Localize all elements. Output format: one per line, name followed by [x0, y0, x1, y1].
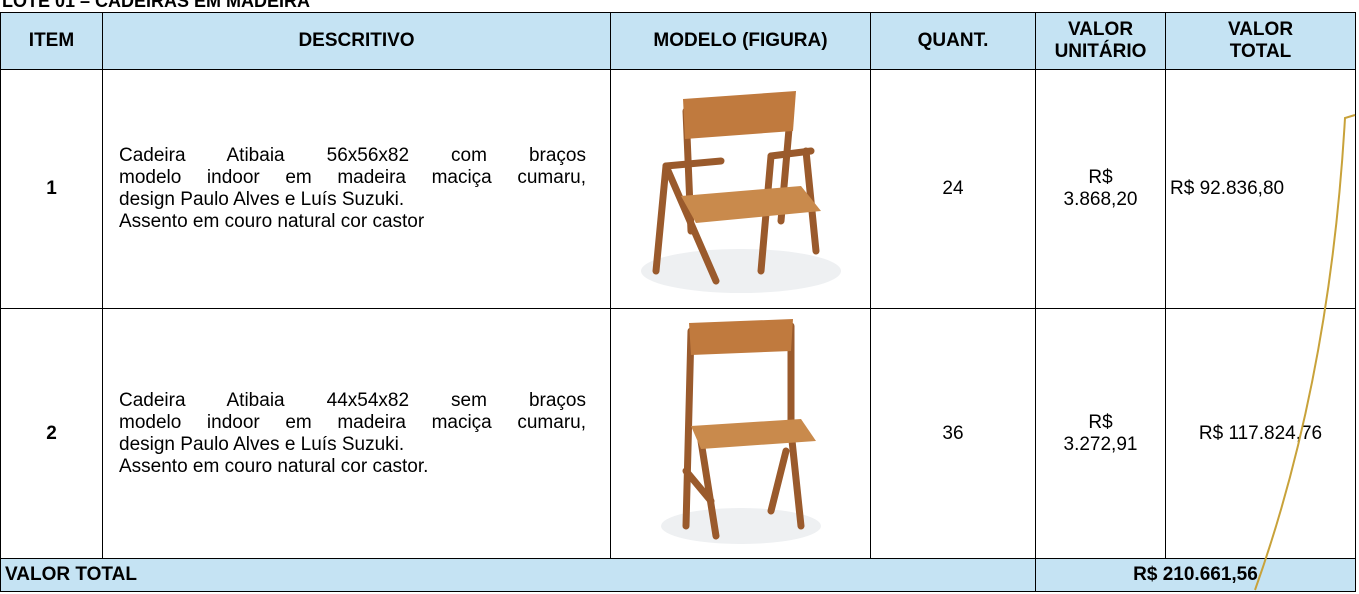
header-text: VALOR UNITÁRIO	[1054, 19, 1147, 62]
description-line: modelo indoor em madeira maciça cumaru,	[119, 167, 586, 188]
total-value: R$ 210.661,56	[1035, 558, 1356, 592]
header-text: VALOR TOTAL	[1227, 19, 1294, 62]
total-label: VALOR TOTAL	[0, 558, 1036, 592]
description-cell: Cadeira Atibaia 44x54x82 sem braços mode…	[102, 308, 611, 559]
quantity-cell: 24	[870, 69, 1036, 309]
header-cell: VALOR UNITÁRIO	[1035, 12, 1166, 70]
image-cell	[610, 69, 871, 309]
description-line: Assento em couro natural cor castor	[119, 211, 425, 232]
price-table: ITEM DESCRITIVO MODELO (FIGURA) QUANT. V…	[0, 12, 1356, 592]
heading: LOTE 01 – CADEIRAS EM MADEIRA	[2, 0, 311, 11]
unit-value: R$ 3.868,20	[1063, 167, 1138, 210]
header-row: ITEM DESCRITIVO MODELO (FIGURA) QUANT. V…	[0, 12, 1356, 70]
total-value-cell: R$ 117.824,76	[1165, 308, 1356, 559]
total-value: R$ 92.836,80	[1170, 178, 1285, 199]
description-cell: Cadeira Atibaia 56x56x82 com braços mode…	[102, 69, 611, 309]
description-line: Cadeira Atibaia 44x54x82 sem braços	[119, 389, 586, 411]
description-line: Cadeira Atibaia 56x56x82 com braços	[119, 145, 586, 166]
header-cell: MODELO (FIGURA)	[610, 12, 871, 70]
row: 2 Cadeira Atibaia 44x54x82 sem braços mo…	[0, 308, 1356, 559]
description-line: design Paulo Alves e Luís Suzuki.	[119, 433, 405, 455]
header-cell: VALOR TOTAL	[1165, 12, 1356, 70]
description-line: design Paulo Alves e Luís Suzuki.	[119, 189, 405, 210]
unit-value: R$ 3.272,91	[1063, 411, 1138, 455]
description-line: modelo indoor em madeira maciça cumaru,	[119, 411, 586, 433]
header-cell: DESCRITIVO	[102, 12, 611, 70]
item-cell: 1	[0, 69, 103, 309]
row: 1 Cadeira Atibaia 56x56x82 com braços mo…	[0, 69, 1356, 309]
description-line: Assento em couro natural cor castor.	[119, 455, 429, 477]
item-cell: 2	[0, 308, 103, 559]
total-value: R$ 117.824,76	[1198, 422, 1323, 444]
chair-image	[660, 318, 821, 544]
unit-value-cell: R$ 3.272,91	[1035, 308, 1166, 559]
unit-value-cell: R$ 3.868,20	[1035, 69, 1166, 309]
chair-image	[640, 91, 841, 293]
header-cell: ITEM	[0, 12, 103, 70]
image-cell	[610, 308, 871, 559]
total-row: VALOR TOTAL R$ 210.661,56	[0, 558, 1356, 592]
total-value-cell: R$ 92.836,80	[1165, 69, 1356, 309]
quantity-cell: 36	[870, 308, 1036, 559]
header-cell: QUANT.	[870, 12, 1036, 70]
